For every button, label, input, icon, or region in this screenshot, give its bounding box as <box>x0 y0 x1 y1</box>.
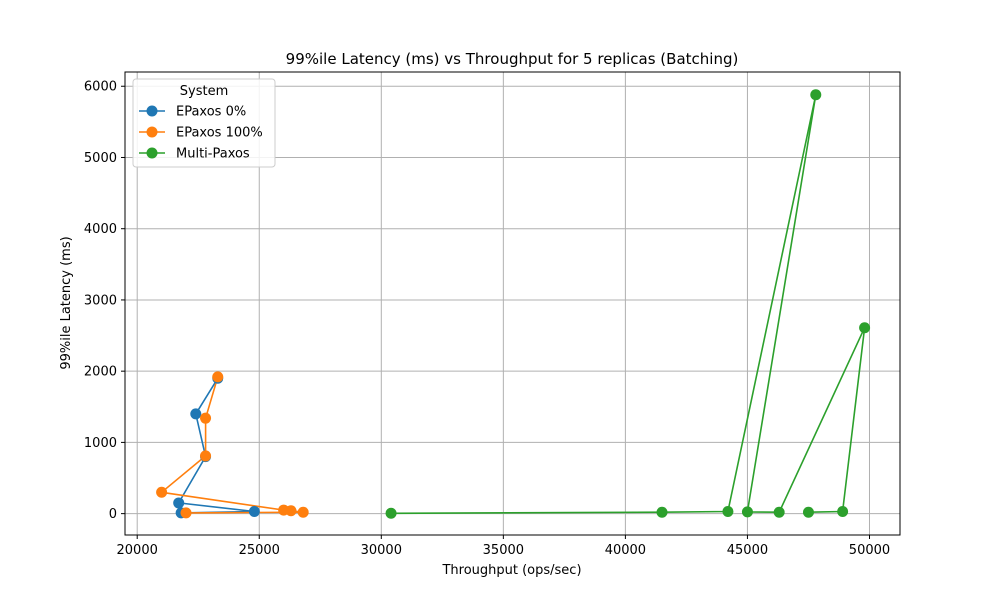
y-tick-label: 1000 <box>84 436 117 451</box>
axes-frame <box>124 71 901 536</box>
chart-title: 99%ile Latency (ms) vs Throughput for 5 … <box>286 50 739 68</box>
data-point <box>248 505 260 517</box>
data-point <box>656 506 668 518</box>
legend-label-1: EPaxos 100% <box>176 126 263 141</box>
x-tick-label: 35000 <box>483 543 524 558</box>
data-point <box>722 505 734 517</box>
legend-title: System <box>180 84 228 99</box>
series-line-0 <box>177 377 255 514</box>
y-tick-label: 4000 <box>84 222 117 237</box>
x-tick-label: 40000 <box>605 543 646 558</box>
legend-marker-0 <box>146 105 158 117</box>
data-point <box>173 497 185 509</box>
data-point <box>212 371 224 383</box>
y-tick-label: 6000 <box>84 80 117 95</box>
legend: System EPaxos 0% EPaxos 100% Multi-Paxos <box>132 78 276 168</box>
legend-label-2: Multi-Paxos <box>176 147 250 162</box>
legend-label-0: EPaxos 0% <box>176 105 246 120</box>
x-tick-label: 20000 <box>117 543 158 558</box>
y-tick-label: 0 <box>109 507 117 522</box>
data-point <box>297 506 309 518</box>
y-tick-label: 2000 <box>84 365 117 380</box>
legend-marker-1 <box>146 126 158 138</box>
x-tick-label: 25000 <box>239 543 280 558</box>
data-point <box>859 322 871 334</box>
data-point <box>200 450 212 462</box>
data-point <box>278 504 290 516</box>
data-point <box>156 486 168 498</box>
y-axis-label: 99%ile Latency (ms) <box>59 236 74 369</box>
x-axis-label: Throughput (ops/sec) <box>441 563 581 578</box>
x-tick-label: 50000 <box>849 543 890 558</box>
data-point <box>200 412 212 424</box>
series-line-1 <box>159 376 304 514</box>
data-point <box>837 505 849 517</box>
legend-frame <box>132 78 276 168</box>
x-tick-label: 30000 <box>361 543 402 558</box>
data-point <box>773 506 785 518</box>
legend-marker-2 <box>146 147 158 159</box>
plot-area <box>125 72 900 535</box>
data-point <box>180 507 192 519</box>
x-tick-label: 45000 <box>727 543 768 558</box>
data-point <box>802 506 814 518</box>
data-point <box>190 408 202 420</box>
y-tick-label: 3000 <box>84 293 117 308</box>
data-point <box>810 89 822 101</box>
data-point <box>385 507 397 519</box>
y-tick-label: 5000 <box>84 151 117 166</box>
data-point <box>741 506 753 518</box>
